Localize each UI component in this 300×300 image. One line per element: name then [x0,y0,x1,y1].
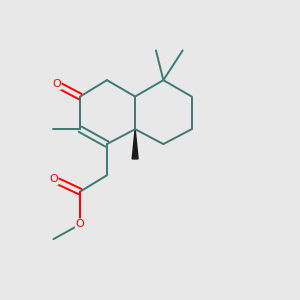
Text: O: O [49,174,58,184]
Text: O: O [52,79,61,89]
Text: O: O [76,219,85,229]
Polygon shape [132,129,138,159]
